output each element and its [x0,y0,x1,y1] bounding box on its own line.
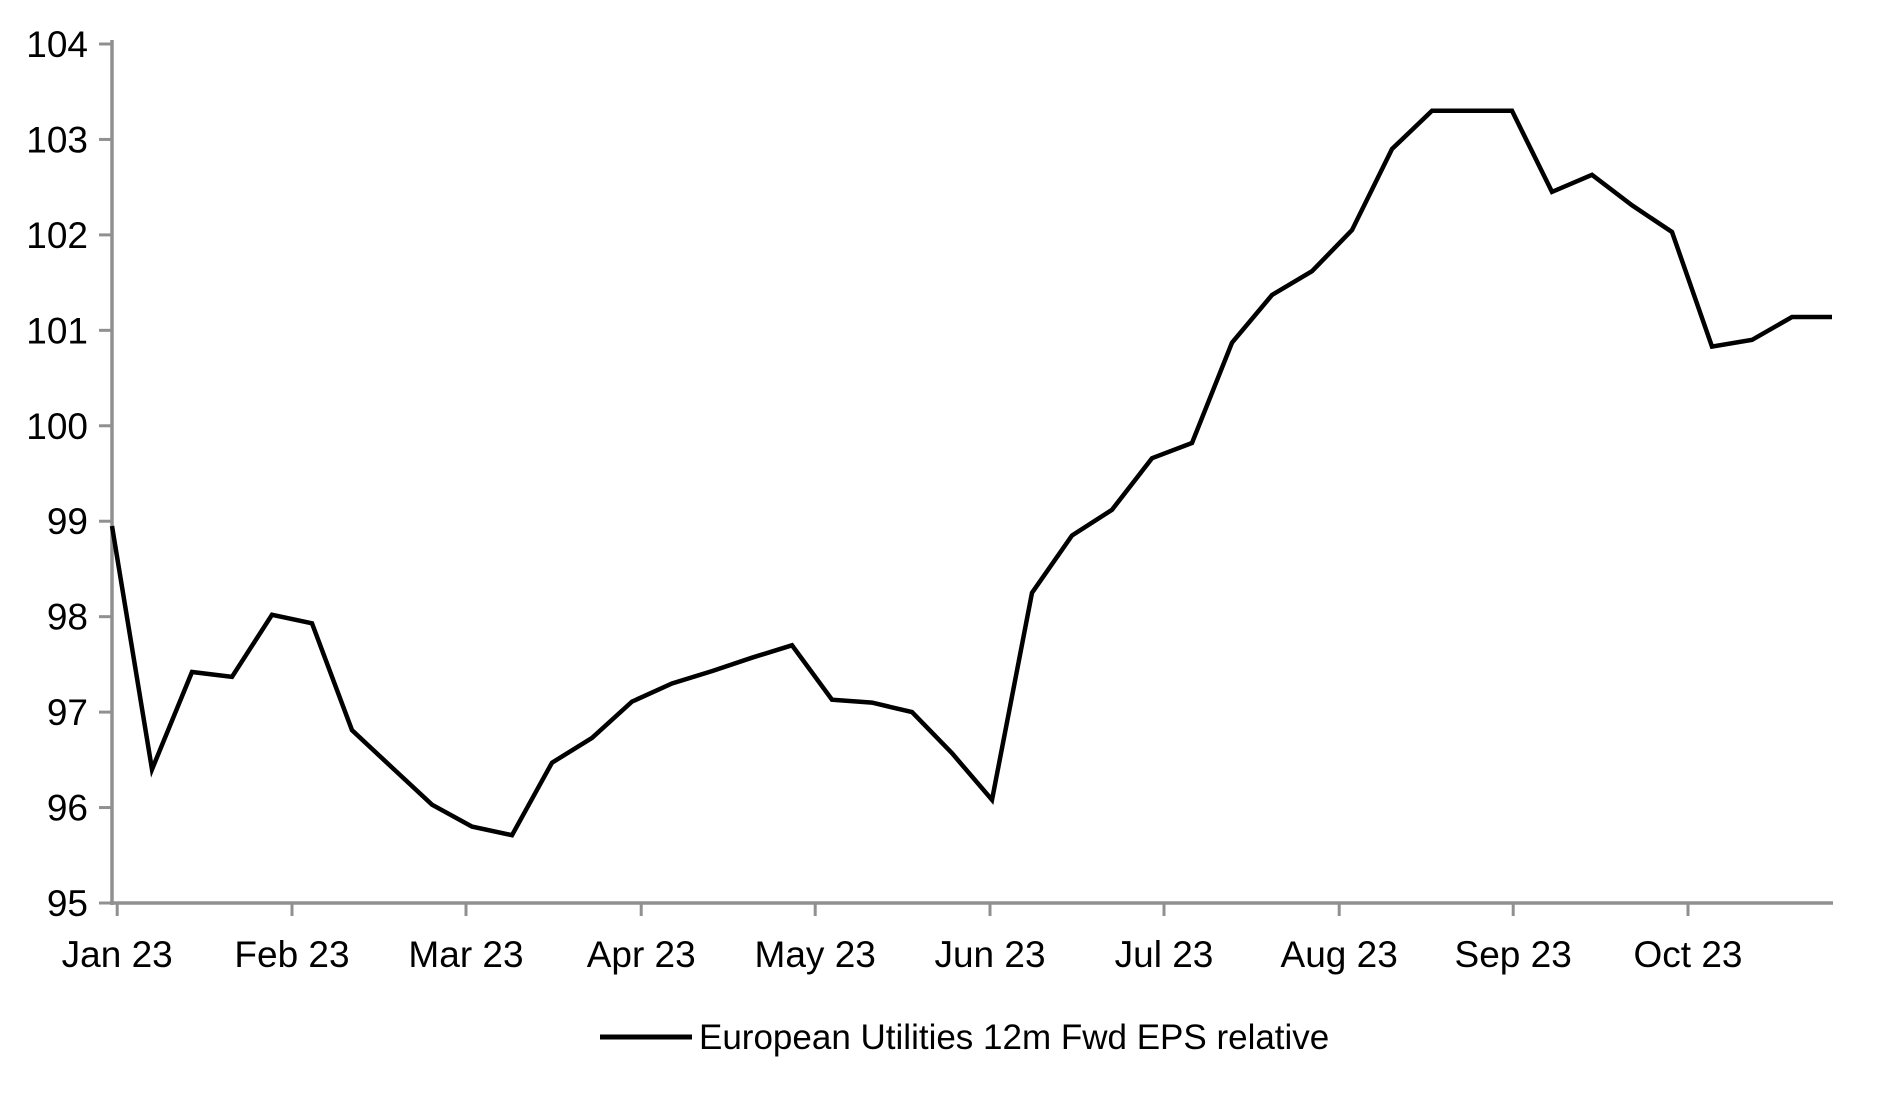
y-tick-label: 102 [26,215,88,256]
y-tick-label: 101 [26,310,88,351]
y-tick-label: 104 [26,24,88,65]
axes [110,40,1833,905]
x-tick-label: Mar 23 [408,934,523,975]
legend: European Utilities 12m Fwd EPS relative [600,1018,1329,1057]
eps-relative-series-line [109,108,1832,838]
x-tick-label: Oct 23 [1634,934,1743,975]
y-tick-label: 98 [47,597,88,638]
axis-ticks-and-labels: 95 96 97 98 99 100 101 102 103 104 Jan 23 Feb 23 Mar… [26,24,1742,975]
series-layer [109,108,1832,838]
y-tick-label: 100 [26,406,88,447]
x-tick-label: Aug 23 [1281,934,1398,975]
y-tick-label: 96 [47,788,88,829]
x-tick-label: Sep 23 [1455,934,1572,975]
x-tick-label: Jan 23 [62,934,173,975]
y-tick-label: 95 [47,883,88,924]
x-tick-label: Jun 23 [934,934,1045,975]
y-tick-label: 99 [47,501,88,542]
x-tick-label: Jul 23 [1115,934,1214,975]
legend-label: European Utilities 12m Fwd EPS relative [699,1018,1329,1057]
x-tick-label: May 23 [755,934,876,975]
x-tick-label: Feb 23 [234,934,349,975]
y-tick-label: 103 [26,119,88,160]
x-tick-label: Apr 23 [587,934,696,975]
y-tick-label: 97 [47,692,88,733]
